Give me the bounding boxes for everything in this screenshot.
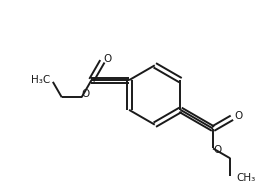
Text: O: O bbox=[81, 89, 90, 99]
Text: O: O bbox=[213, 145, 221, 155]
Text: O: O bbox=[235, 111, 243, 121]
Text: O: O bbox=[103, 54, 111, 64]
Text: H₃C: H₃C bbox=[31, 75, 50, 85]
Text: CH₃: CH₃ bbox=[236, 173, 255, 183]
